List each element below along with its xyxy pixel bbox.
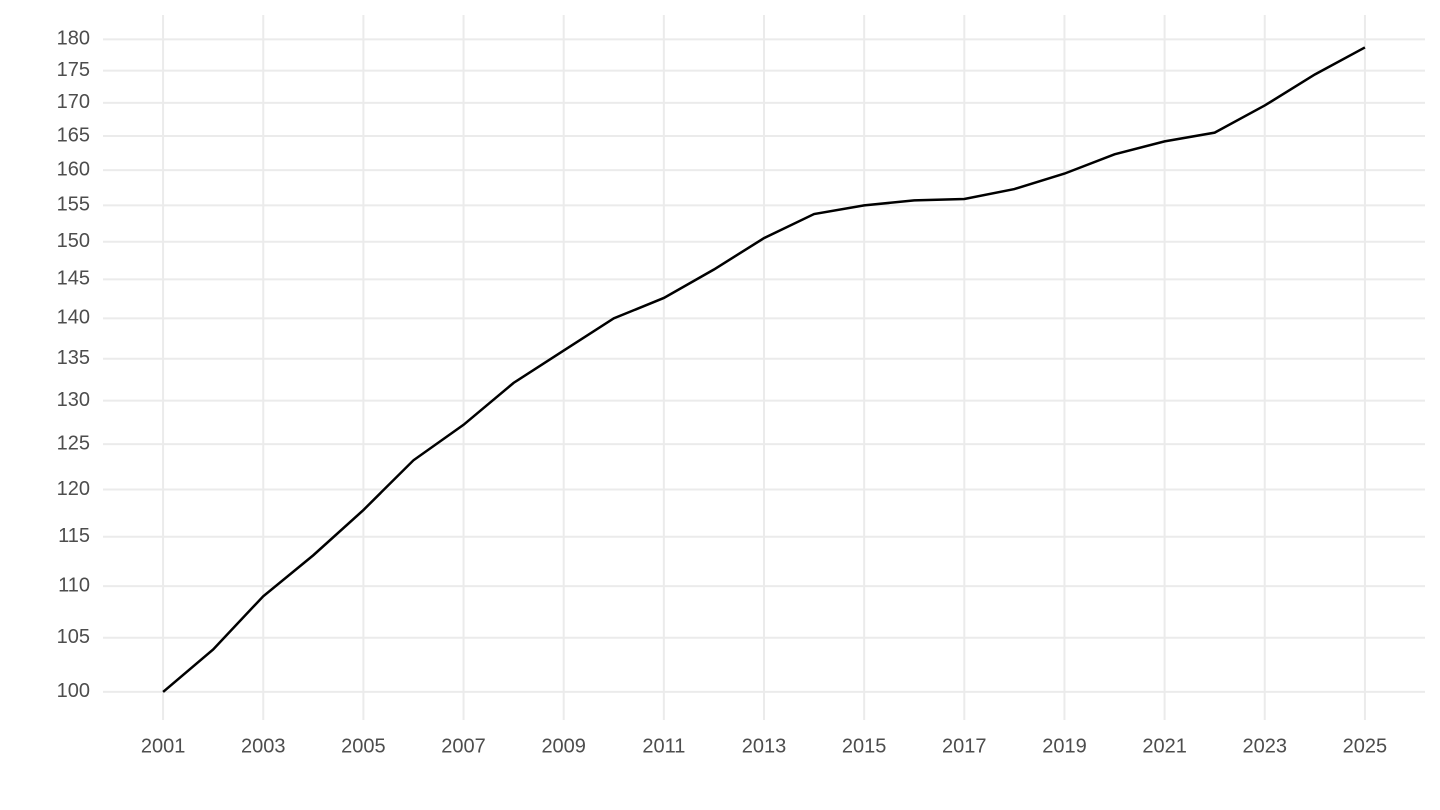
y-tick-label: 110 [58,574,90,596]
y-tick-label: 125 [57,432,90,454]
x-tick-label: 2021 [1142,735,1187,757]
y-tick-label: 135 [57,347,90,369]
x-tick-label: 2007 [441,735,486,757]
x-tick-label: 2023 [1243,735,1288,757]
y-tick-label: 100 [57,680,90,702]
x-tick-label: 2015 [842,735,887,757]
y-tick-label: 150 [57,230,90,252]
x-tick-label: 2001 [141,735,186,757]
y-tick-label: 140 [57,307,90,329]
y-tick-label: 120 [57,478,90,500]
y-tick-label: 130 [57,389,90,411]
y-tick-label: 155 [57,194,90,216]
x-tick-label: 2011 [642,735,685,757]
y-tick-label: 160 [57,158,90,180]
x-tick-label: 2003 [241,735,286,757]
y-tick-label: 105 [57,626,90,648]
x-tick-label: 2009 [541,735,586,757]
y-tick-label: 115 [58,525,90,547]
y-tick-label: 165 [57,124,90,146]
line [162,46,1366,693]
x-tick-label: 2019 [1042,735,1087,757]
x-tick-label: 2013 [742,735,787,757]
y-tick-label: 180 [57,28,90,50]
y-tick-label: 175 [57,59,90,81]
x-tick-label: 2025 [1343,735,1388,757]
y-tick-label: 145 [57,268,90,290]
x-tick-label: 2005 [341,735,386,757]
x-tick-label: 2017 [942,735,987,757]
y-tick-label: 170 [57,91,90,113]
